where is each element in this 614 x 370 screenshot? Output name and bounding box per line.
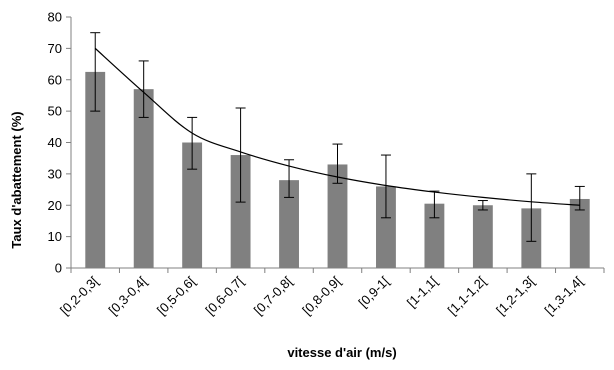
bar bbox=[133, 89, 154, 268]
x-tick-label: [0,9-1[ bbox=[355, 273, 392, 310]
bar bbox=[424, 203, 445, 268]
y-tick-label: 20 bbox=[48, 198, 62, 213]
error-bar bbox=[90, 32, 101, 112]
x-tick-label: [0,2-0,3[ bbox=[57, 273, 102, 318]
bar bbox=[279, 180, 299, 268]
x-tick-label: [1-1,1[ bbox=[404, 273, 441, 310]
trendline bbox=[94, 47, 580, 206]
x-tick-label: [1,1-1,2[ bbox=[445, 273, 490, 318]
x-tick-label: [0,8-0,9[ bbox=[299, 273, 344, 318]
error-bar bbox=[380, 154, 391, 219]
x-tick-label: [0,7-0,8[ bbox=[251, 273, 296, 318]
error-bars bbox=[90, 32, 585, 242]
trendline-group bbox=[94, 47, 580, 206]
x-axis-label: vitesse d'air (m/s) bbox=[287, 345, 396, 360]
bar bbox=[85, 71, 106, 268]
x-tick-label: [1,2-1,3[ bbox=[493, 273, 538, 318]
y-tick-label: 0 bbox=[55, 261, 62, 276]
error-bar bbox=[574, 185, 585, 211]
error-bar bbox=[477, 200, 488, 211]
bar-series bbox=[85, 71, 590, 268]
y-tick-label: 30 bbox=[48, 166, 62, 181]
bar bbox=[327, 164, 348, 268]
x-axis-ticks: [0,2-0,3[[0,3-0,4[[0,5-0,6[[0,6-0,7[[0,7… bbox=[57, 268, 605, 318]
error-bar bbox=[138, 60, 149, 118]
bar bbox=[182, 142, 203, 268]
x-tick-label: [0,5-0,6[ bbox=[154, 273, 199, 318]
y-axis-label: Taux d'abattement (%) bbox=[9, 111, 24, 248]
x-tick-label: [0,3-0,4[ bbox=[105, 273, 150, 318]
x-tick-label: [0,6-0,7[ bbox=[202, 273, 247, 318]
bar bbox=[230, 155, 251, 268]
bar bbox=[569, 198, 590, 268]
y-tick-label: 80 bbox=[48, 10, 62, 25]
y-tick-label: 10 bbox=[48, 229, 62, 244]
bar bbox=[472, 205, 493, 268]
error-bar bbox=[526, 173, 537, 242]
error-bar bbox=[235, 107, 246, 203]
y-axis-ticks: 0 10 20 30 40 50 60 70 80 bbox=[48, 10, 71, 276]
error-bar bbox=[187, 116, 198, 170]
y-tick-label: 40 bbox=[48, 135, 62, 150]
bar bbox=[376, 186, 396, 268]
x-tick-label: [1,3-1,4[ bbox=[542, 273, 587, 318]
y-tick-label: 60 bbox=[48, 72, 62, 87]
y-tick-label: 70 bbox=[48, 41, 62, 56]
axes bbox=[70, 17, 604, 269]
y-tick-label: 50 bbox=[48, 104, 62, 119]
